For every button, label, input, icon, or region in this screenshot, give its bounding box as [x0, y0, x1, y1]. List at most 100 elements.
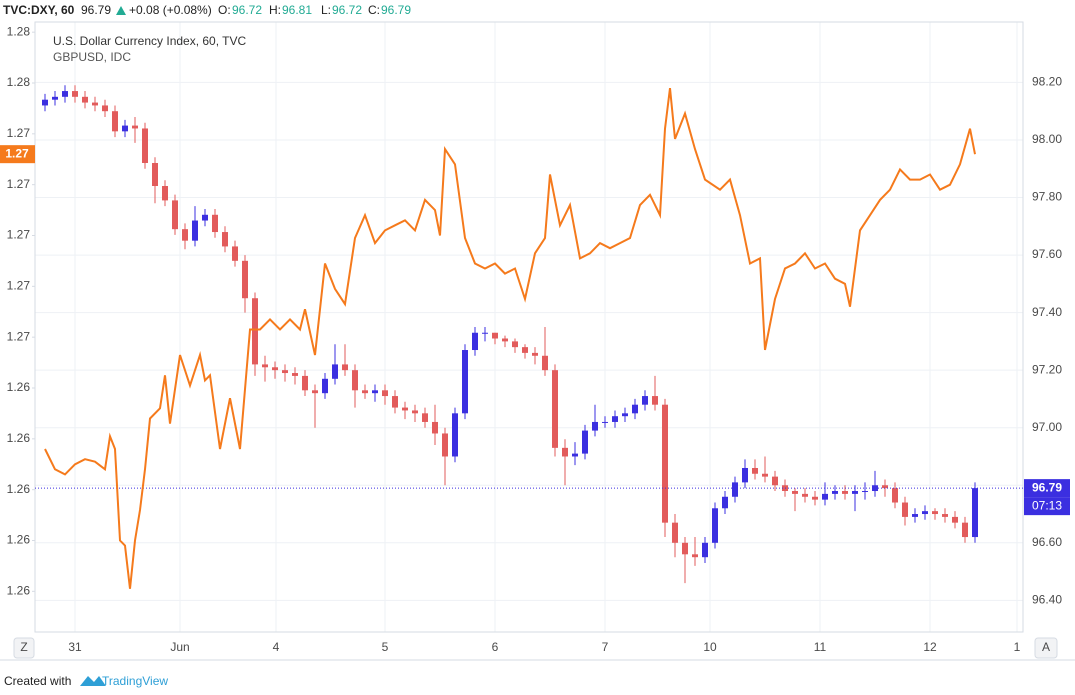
ohlc-label: O:	[218, 3, 231, 17]
x-tick-label: 4	[273, 640, 280, 654]
candle-body	[122, 125, 128, 132]
candle-body	[292, 373, 298, 376]
candle-body	[222, 232, 228, 247]
candle-body	[362, 390, 368, 394]
candle-body	[62, 91, 68, 97]
series-line	[44, 87, 976, 589]
y-tick-label: 97.60	[1032, 247, 1062, 261]
candle-body	[422, 413, 428, 422]
candle-body	[482, 332, 488, 334]
y-tick-label: 1.27	[7, 279, 31, 293]
candle-body	[352, 370, 358, 391]
candle-body	[492, 332, 498, 339]
candle-body	[192, 220, 198, 241]
candle-body	[592, 421, 598, 431]
candle-body	[662, 404, 668, 523]
candle-body	[972, 488, 978, 538]
y-tick-label: 1.28	[7, 24, 31, 38]
candle-body	[602, 421, 608, 423]
ohlc-label: C:	[368, 3, 380, 17]
candle-body	[382, 390, 388, 397]
candle-body	[522, 347, 528, 353]
candle-body	[712, 508, 718, 543]
candle-body	[902, 502, 908, 517]
candle-body	[842, 491, 848, 494]
y-tick-label: 98.00	[1032, 132, 1062, 146]
candle-body	[392, 396, 398, 408]
candle-body	[952, 516, 958, 523]
last-value-box	[0, 145, 35, 164]
candle-body	[652, 396, 658, 405]
candle-body	[512, 341, 518, 348]
ohlc-label: H:	[269, 3, 281, 17]
brand-logo	[80, 676, 106, 686]
candle-body	[202, 214, 208, 221]
x-tick-label: Jun	[170, 640, 189, 654]
candle-body	[692, 554, 698, 558]
candle-body	[612, 416, 618, 422]
candle-body	[312, 390, 318, 394]
candle-body	[52, 96, 58, 100]
candle-body	[632, 404, 638, 414]
last-price: 96.79	[81, 3, 111, 17]
series-name: GBPUSD, IDC	[53, 50, 131, 64]
y-tick-label: 1.26	[7, 431, 31, 445]
candle-body	[322, 378, 328, 394]
candle-body	[572, 453, 578, 457]
y-tick-label: 1.26	[7, 533, 31, 547]
candle-body	[832, 491, 838, 494]
y-tick-label: 1.27	[7, 126, 31, 140]
ohlc-value: 96.81	[282, 3, 312, 17]
x-tick-label: 6	[492, 640, 499, 654]
change: +0.08 (+0.08%)	[129, 3, 212, 17]
candle-body	[182, 229, 188, 241]
y-tick-label: 98.20	[1032, 75, 1062, 89]
countdown-box	[1024, 497, 1070, 516]
candle-body	[102, 105, 108, 112]
candle-body	[892, 488, 898, 503]
zoom-button-label[interactable]: Z	[20, 640, 27, 654]
y-tick-label: 1.26	[7, 380, 31, 394]
up-arrow	[116, 6, 126, 15]
candle-body	[942, 514, 948, 517]
last-value-label: 1.27	[5, 146, 29, 160]
candle-body	[532, 352, 538, 356]
candle-body	[702, 542, 708, 558]
candle-body	[442, 433, 448, 457]
candle-body	[922, 511, 928, 515]
auto-button[interactable]	[1034, 637, 1058, 659]
candle-body	[642, 396, 648, 405]
candle-body	[212, 214, 218, 233]
candle-body	[622, 413, 628, 417]
symbol: TVC:DXY, 60	[3, 3, 75, 17]
y-tick-label: 97.40	[1032, 305, 1062, 319]
candle-body	[812, 496, 818, 500]
auto-button-label[interactable]: A	[1042, 640, 1050, 654]
ohlc-label: L:	[321, 3, 331, 17]
candle-body	[472, 332, 478, 351]
zoom-button[interactable]	[13, 637, 35, 659]
grid	[35, 22, 1023, 632]
y-tick-label: 1.27	[7, 177, 31, 191]
candle-body	[432, 421, 438, 434]
candle-body	[142, 128, 148, 163]
candle-body	[242, 260, 248, 299]
candle-body	[92, 102, 98, 106]
candle-body	[542, 355, 548, 371]
y-tick-label: 1.28	[7, 75, 31, 89]
candle-body	[732, 482, 738, 497]
candle-body	[332, 364, 338, 379]
candle-body	[762, 473, 768, 477]
plot-frame	[34, 21, 1024, 633]
x-tick-label: 11	[814, 640, 827, 654]
candle-body	[272, 367, 278, 371]
candle-body	[252, 298, 258, 365]
candle-body	[452, 413, 458, 457]
y-tick-label: 97.20	[1032, 362, 1062, 376]
candle-body	[932, 511, 938, 515]
series-name: U.S. Dollar Currency Index, 60, TVC	[53, 34, 247, 48]
last-price-label: 96.79	[1032, 480, 1062, 494]
y-tick-label: 1.26	[7, 482, 31, 496]
